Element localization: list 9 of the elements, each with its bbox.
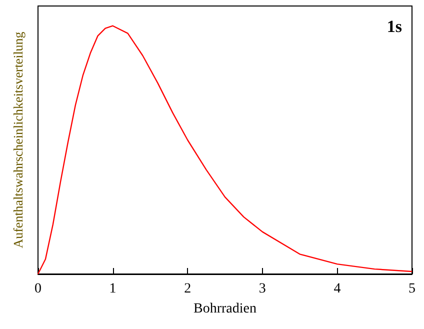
annotation: 1s [386,17,402,36]
x-tick-label: 2 [184,282,192,296]
x-tick-label: 3 [258,282,266,296]
y-axis-title: Aufenthaltswahrscheinlichkeitsverteilung [10,31,26,248]
x-tick-label: 0 [34,282,42,296]
x-axis-title: Bohrradien [194,302,256,316]
x-tick-label: 1 [109,282,116,296]
x-tick-label: 5 [408,282,416,296]
x-tick-label: 4 [334,282,341,296]
